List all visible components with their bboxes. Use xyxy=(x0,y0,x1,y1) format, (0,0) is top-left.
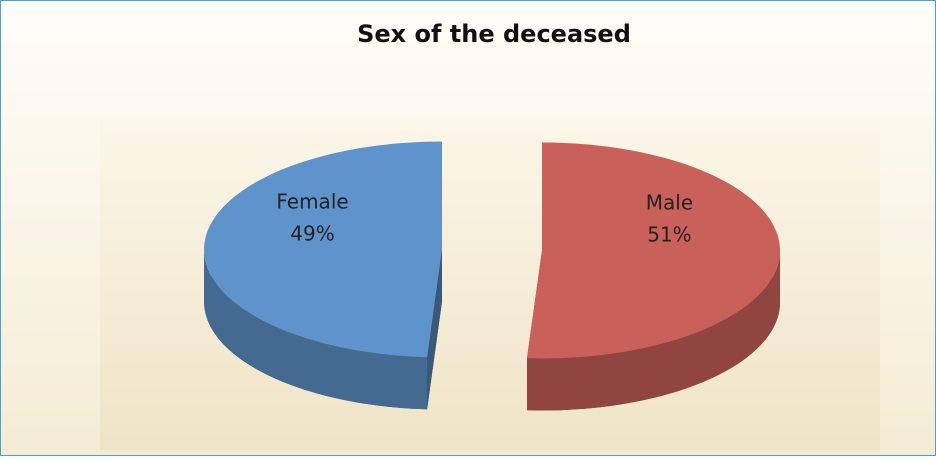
data-label-name: Male xyxy=(646,191,693,215)
chart-title: Sex of the deceased xyxy=(357,20,631,48)
slice-side xyxy=(527,250,780,411)
slice-side xyxy=(204,249,428,410)
slice xyxy=(527,142,780,359)
data-label: 51% xyxy=(647,223,691,247)
slice xyxy=(204,141,442,358)
data-label: 49% xyxy=(290,222,334,246)
data-label-name: Female xyxy=(276,190,348,214)
slice-face xyxy=(427,249,442,410)
